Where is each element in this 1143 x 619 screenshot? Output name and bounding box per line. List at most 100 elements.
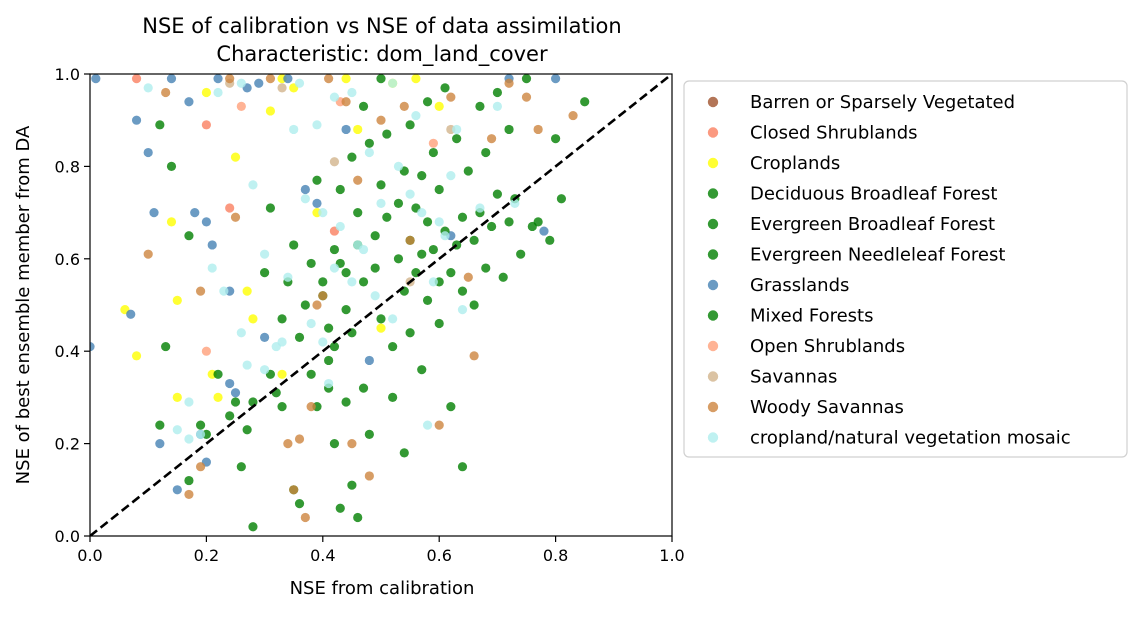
identity-reference-line [90,74,672,536]
scatter-point [184,231,194,241]
scatter-point [225,378,235,389]
scatter-point [457,286,468,296]
scatter-point [166,161,177,171]
legend-marker [707,371,719,382]
scatter-point [236,462,246,472]
legend-label: Closed Shrublands [750,123,918,144]
scatter-point [324,378,334,389]
scatter-point [469,300,479,310]
scatter-point [155,439,165,449]
scatter-point [376,314,386,324]
scatter-point [399,448,409,458]
scatter-point [172,425,182,435]
scatter-point [289,485,299,495]
scatter-point [289,124,299,135]
scatter-point [370,231,380,241]
scatter-point [481,263,491,273]
legend-label: Barren or Sparsely Vegetated [750,92,1015,113]
scatter-point [422,97,433,107]
legend-marker [707,157,719,169]
y-tick-label: 1.0 [55,65,80,84]
scatter-point [417,365,427,375]
scatter-point [277,369,287,379]
scatter-point [335,503,345,513]
scatter-point [388,341,398,352]
scatter-point [161,341,171,352]
axis-ticks: 0.0 0.2 0.4 0.6 0.8 1.0 0.0 0.2 0.4 0.6 0.8 1.0 [55,65,685,565]
scatter-point [306,318,316,329]
legend-marker [707,188,719,199]
scatter-point [341,97,351,107]
scatter-point [248,314,258,324]
x-tick-label: 0.4 [310,546,335,565]
scatter-point [388,78,398,88]
legend-label: Open Shrublands [750,336,905,357]
scatter-point [405,189,415,199]
scatter-point [201,120,211,130]
scatter-point [166,217,177,227]
scatter-point [486,134,497,144]
scatter-point [457,305,468,315]
scatter-point [260,268,270,278]
scatter-point [504,124,514,135]
scatter-point [486,221,497,232]
scatter-point [260,249,270,259]
scatter-point [294,499,305,509]
scatter-point [411,110,421,121]
scatter-point [225,411,235,421]
scatter-point [335,221,345,232]
scatter-point [277,402,287,412]
scatter-point [440,231,450,241]
legend-marker [707,279,719,291]
scatter-point [434,420,444,430]
plot-frame [89,73,673,537]
chart-subtitle: Characteristic: dom_land_cover [216,42,548,67]
scatter-point [190,208,200,218]
scatter-point [341,397,351,407]
scatter-point [388,392,398,402]
scatter-point [289,240,299,250]
scatter-point [504,217,514,227]
scatter-point [260,332,270,342]
scatter-point [213,74,223,84]
scatter-point [312,198,322,208]
scatter-point [265,74,276,84]
scatter-point [230,212,241,222]
scatter-point [353,175,363,185]
scatter-point [195,420,206,430]
scatter-point [341,305,351,315]
scatter-point [184,397,194,407]
scatter-point [498,272,508,282]
y-tick-label: 0.0 [55,527,80,546]
scatter-point [300,300,310,310]
scatter-point [131,351,142,361]
scatter-point [422,217,433,227]
scatter-point [131,115,142,125]
scatter-point [236,78,246,88]
scatter-point [434,184,444,195]
scatter-point [434,101,444,111]
scatter-point [434,217,444,227]
scatter-point [230,152,241,162]
scatter-point [283,272,293,282]
scatter-point [230,397,241,407]
scatter-point [580,97,590,107]
y-axis-label: NSE of best ensemble member from DA [13,125,34,484]
scatter-point [358,277,369,287]
scatter-point [422,295,433,305]
scatter-point [358,101,369,111]
scatter-point [155,420,165,430]
scatter-point [329,439,340,449]
scatter-point [521,74,532,84]
scatter-point [329,244,340,255]
scatter-point [393,254,404,264]
scatter-point [143,83,153,93]
scatter-point [347,87,357,98]
scatter-point [283,74,293,84]
y-tick-label: 0.6 [55,250,80,269]
legend-marker [707,310,719,321]
scatter-point [417,208,427,218]
scatter-point [376,180,386,190]
scatter-point [91,74,101,84]
